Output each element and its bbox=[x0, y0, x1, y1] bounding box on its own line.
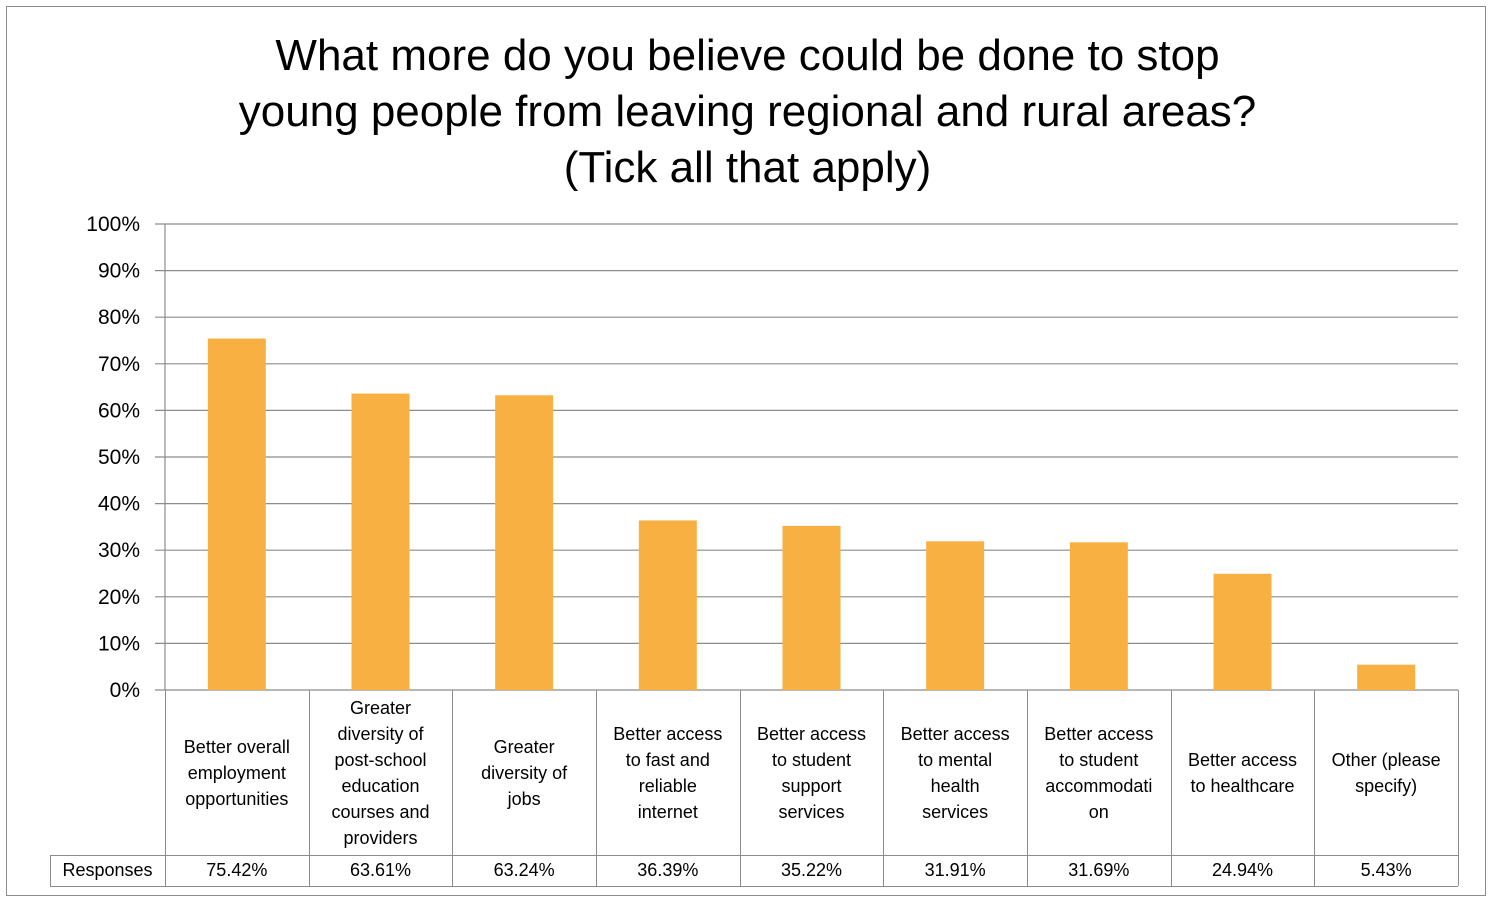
data-label: 35.22% bbox=[780, 860, 843, 880]
y-tick-label: 10% bbox=[98, 632, 140, 655]
category-label-line: services bbox=[922, 801, 989, 822]
category-label-line: Better access bbox=[1187, 749, 1297, 770]
data-label: 5.43% bbox=[1360, 860, 1412, 880]
category-label-line: jobs bbox=[507, 788, 541, 809]
category-label-line: internet bbox=[637, 801, 698, 822]
table-column-divider bbox=[452, 690, 453, 886]
table-column-divider bbox=[1171, 690, 1172, 886]
category-label-line: Better access bbox=[756, 723, 866, 744]
table-column-divider bbox=[50, 855, 51, 886]
data-label: 63.24% bbox=[493, 860, 555, 880]
data-label: 24.94% bbox=[1211, 860, 1274, 880]
table-row-divider bbox=[50, 886, 1458, 887]
category-label-line: courses and bbox=[331, 801, 430, 822]
y-tick-label: 90% bbox=[98, 260, 140, 283]
category-label-line: specify) bbox=[1355, 775, 1418, 796]
data-label: 36.39% bbox=[637, 860, 699, 880]
bar bbox=[495, 395, 554, 690]
table-column-divider bbox=[1314, 690, 1315, 886]
category-label-line: employment bbox=[187, 762, 286, 783]
y-tick-label: 60% bbox=[98, 399, 140, 422]
category-label-line: Better access bbox=[900, 723, 1010, 744]
category-label-line: to healthcare bbox=[1190, 775, 1295, 796]
row-header: Responses bbox=[62, 860, 153, 880]
data-label: 31.91% bbox=[924, 860, 986, 880]
category-label-line: post-school bbox=[334, 749, 427, 770]
category-label-line: to fast and bbox=[625, 749, 710, 770]
bar bbox=[782, 525, 841, 690]
category-label: Greater diversity of post-school education c… bbox=[309, 690, 453, 855]
bar bbox=[1069, 542, 1128, 690]
table-column-divider bbox=[596, 690, 597, 886]
data-label: 31.69% bbox=[1068, 860, 1130, 880]
y-tick-label: 100% bbox=[86, 213, 140, 236]
bar bbox=[926, 541, 985, 690]
table-column-divider bbox=[740, 690, 741, 886]
bar bbox=[638, 520, 697, 690]
bar bbox=[351, 393, 410, 690]
category-label-line: diversity of bbox=[337, 723, 424, 744]
category-label-line: education bbox=[341, 775, 420, 796]
category-label: Other (please specify) bbox=[1314, 690, 1458, 855]
category-label: Better access to student support services bbox=[740, 690, 884, 855]
table-column-divider bbox=[883, 690, 884, 886]
category-label-line: opportunities bbox=[185, 788, 289, 809]
category-label: Better access to healthcare bbox=[1171, 690, 1315, 855]
category-label-line: Greater bbox=[493, 736, 555, 757]
category-label-line: to student bbox=[771, 749, 851, 770]
y-tick-label: 70% bbox=[98, 353, 140, 376]
category-label-line: reliable bbox=[638, 775, 697, 796]
chart-title: What more do you believe could be done t… bbox=[0, 28, 1495, 196]
category-label: Better access to student accommodati on bbox=[1027, 690, 1171, 855]
y-tick-label: 20% bbox=[98, 586, 140, 609]
category-label-line: accommodati bbox=[1045, 775, 1153, 796]
category-label-line: on bbox=[1088, 801, 1109, 822]
category-label-line: Better access bbox=[1044, 723, 1154, 744]
category-label-line: Better access bbox=[613, 723, 723, 744]
table-column-divider bbox=[165, 690, 166, 886]
y-tick-label: 30% bbox=[98, 539, 140, 562]
chart-title-line-3: (Tick all that apply) bbox=[563, 143, 932, 192]
bar bbox=[1213, 573, 1272, 690]
category-label: Better overall employment opportunities bbox=[165, 690, 309, 855]
data-label: 63.61% bbox=[349, 860, 412, 880]
table-column-divider bbox=[1027, 690, 1028, 886]
y-tick-label: 40% bbox=[98, 493, 140, 516]
bar bbox=[1357, 664, 1416, 690]
table-row-divider bbox=[50, 855, 1458, 856]
category-label-line: to mental bbox=[918, 749, 993, 770]
category-label-line: services bbox=[778, 801, 845, 822]
category-label-line: diversity of bbox=[481, 762, 568, 783]
category-label: Better access to fast and reliable internet bbox=[596, 690, 740, 855]
chart-title-line-2: young people from leaving regional and r… bbox=[238, 87, 1257, 136]
category-label-line: health bbox=[930, 775, 980, 796]
data-label: 75.42% bbox=[206, 860, 268, 880]
table-column-divider bbox=[1458, 690, 1459, 886]
category-label-line: to student bbox=[1059, 749, 1139, 770]
category-label-line: Greater bbox=[349, 697, 411, 718]
category-label-line: Other (please bbox=[1331, 749, 1441, 770]
category-label: Greater diversity of jobs bbox=[452, 690, 596, 855]
category-label-line: providers bbox=[343, 827, 418, 848]
chart-title-line-1: What more do you believe could be done t… bbox=[275, 31, 1220, 80]
y-tick-label: 0% bbox=[110, 679, 140, 702]
bar bbox=[207, 338, 266, 690]
category-label-line: support bbox=[781, 775, 842, 796]
category-label-line: Better overall bbox=[183, 736, 290, 757]
category-label: Better access to mental health services bbox=[883, 690, 1027, 855]
y-tick-label: 50% bbox=[98, 446, 140, 469]
y-tick-label: 80% bbox=[98, 306, 140, 329]
table-column-divider bbox=[309, 690, 310, 886]
